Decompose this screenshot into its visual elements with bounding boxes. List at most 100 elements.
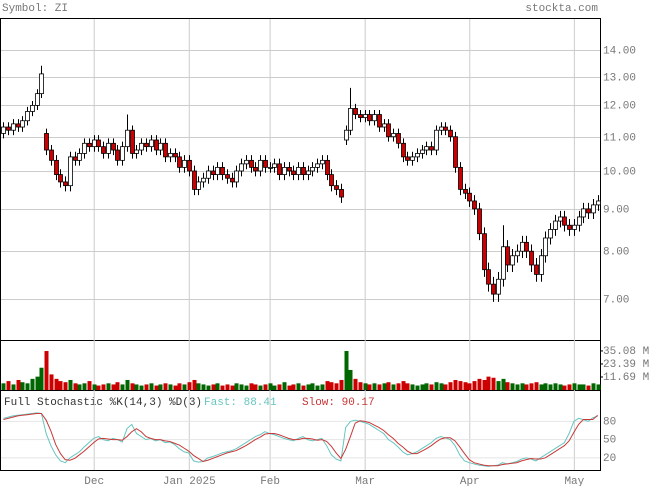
volume-bar [572, 383, 577, 390]
volume-bar [87, 381, 92, 390]
volume-bar [173, 385, 178, 390]
candle-body [325, 159, 330, 175]
y-tick-label: 7.00 [603, 294, 629, 306]
candle-body [562, 216, 567, 226]
volume-bar [424, 383, 429, 390]
volume-bar [106, 383, 111, 390]
candle-body [158, 142, 163, 151]
candle-body [35, 93, 40, 106]
volume-bar [211, 384, 216, 390]
candle-body [548, 229, 553, 239]
volume-bar [115, 382, 120, 390]
volume-bar [154, 385, 159, 390]
volume-bar [391, 384, 396, 390]
candle-body [154, 139, 159, 151]
volume-bar [20, 382, 25, 390]
candle-body [220, 167, 225, 175]
stochastic-frame [0, 390, 601, 471]
volume-bar [49, 374, 54, 390]
candle-body [505, 246, 510, 266]
candle-body [291, 170, 296, 175]
candle-body [101, 146, 106, 154]
volume-bar [334, 383, 339, 390]
candle-body [434, 129, 439, 151]
volume-bar [358, 382, 363, 390]
volume-bar [125, 379, 130, 390]
candle-body [211, 170, 216, 175]
candle-body [567, 224, 572, 230]
candle-body [134, 149, 139, 154]
candle-body [439, 126, 444, 131]
volume-bar [510, 383, 515, 390]
volume-bar [58, 381, 63, 390]
volume-bar [382, 383, 387, 390]
candle-body [558, 216, 563, 222]
stochastic-tick-label: 50 [603, 435, 616, 447]
volume-tick-label: 11.69 M [603, 372, 649, 384]
stochastic-legend: Slow: 90.17 [302, 397, 375, 409]
candle-body [249, 159, 254, 168]
volume-bar [505, 382, 510, 390]
stochastic-title: Full Stochastic %K(14,3) %D(3) [4, 397, 202, 409]
volume-bar [405, 383, 410, 390]
volume-bar [263, 384, 268, 390]
volume-bar [220, 385, 225, 390]
candle-body [467, 192, 472, 202]
candle-body [448, 129, 453, 138]
x-tick-label: Feb [260, 476, 280, 486]
candle-body [486, 269, 491, 285]
volume-bar [30, 378, 35, 390]
volume-bar [192, 379, 197, 390]
volume-bar [54, 378, 59, 390]
candle-body [310, 167, 315, 172]
y-tick-label: 13.00 [603, 72, 636, 84]
volume-bar [101, 384, 106, 390]
volume-bar [168, 384, 173, 390]
candle-body [30, 105, 35, 112]
candle-body [529, 250, 534, 266]
candle-body [287, 167, 292, 172]
volume-bar [386, 382, 391, 390]
volume-bar [258, 385, 263, 390]
candle-body [192, 170, 197, 190]
candle-body [424, 146, 429, 151]
candle-body [401, 142, 406, 158]
volume-bar [482, 379, 487, 390]
candle-body [577, 216, 582, 226]
volume-bar [453, 379, 458, 390]
candle-body [353, 108, 358, 115]
candle-body [182, 159, 187, 168]
volume-bar [230, 385, 235, 390]
candle-body [377, 114, 382, 128]
volume-bar [1, 383, 6, 390]
volume-bar [163, 383, 168, 390]
volume-bar [553, 383, 558, 390]
y-tick-label: 12.00 [603, 100, 636, 112]
candle-body [482, 233, 487, 271]
volume-bar [306, 384, 311, 390]
candle-body [73, 156, 78, 161]
candle-body [491, 283, 496, 295]
volume-bar [534, 382, 539, 390]
x-tick-label: Mar [355, 476, 375, 486]
volume-bar [134, 384, 139, 390]
volume-bar [329, 382, 334, 390]
volume-bar [448, 382, 453, 390]
price-frame [0, 18, 601, 341]
candle-body [6, 126, 11, 131]
candle-body [344, 129, 349, 141]
volume-bar [491, 377, 496, 390]
candle-body [263, 159, 268, 168]
candle-body [11, 123, 16, 131]
y-tick-label: 11.00 [603, 132, 636, 144]
volume-bar [496, 381, 501, 390]
volume-bar [82, 383, 87, 390]
volume-bar [25, 383, 30, 390]
volume-bar [149, 383, 154, 390]
candle-body [201, 177, 206, 183]
y-tick-label: 9.00 [603, 204, 629, 216]
volume-bar [206, 385, 211, 390]
candle-body [591, 204, 596, 214]
volume-bar [467, 383, 472, 390]
volume-bar [410, 384, 415, 390]
